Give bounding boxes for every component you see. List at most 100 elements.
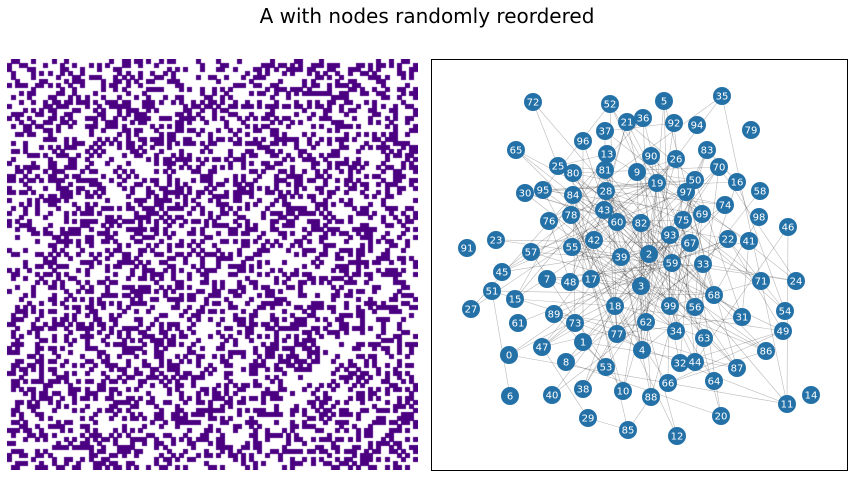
graph-node-label: 40: [546, 391, 559, 402]
graph-edge: [736, 181, 786, 312]
figure-title: A with nodes randomly reordered: [259, 4, 595, 28]
graph-node-label: 54: [779, 307, 792, 318]
graph-edge: [741, 240, 750, 318]
graph-edge: [542, 179, 696, 191]
graph-node: [545, 305, 563, 323]
graph-node: [501, 387, 519, 405]
graph-node-label: 50: [689, 176, 702, 187]
graph-node: [493, 263, 511, 281]
graph-node: [686, 353, 704, 371]
graph-node-label: 46: [782, 223, 795, 234]
graph-node: [619, 421, 637, 439]
graph-edge: [501, 221, 618, 273]
graph-edge: [713, 216, 760, 296]
graph-edge: [616, 238, 729, 335]
graph-node-label: 41: [743, 237, 756, 248]
graph-node-label: 29: [582, 414, 595, 425]
graph-node: [509, 314, 527, 332]
graph-node: [776, 302, 794, 320]
graph-edge: [694, 179, 743, 318]
graph-nodes: 0123456789101112131415161718192021222324…: [458, 87, 820, 445]
graph-node: [487, 231, 505, 249]
graph-node: [667, 322, 685, 340]
graph-edge: [667, 350, 767, 384]
graph-node-label: 95: [537, 186, 550, 197]
graph-edge: [640, 222, 738, 369]
graph-node-label: 27: [465, 305, 478, 316]
graph-edge: [590, 278, 767, 352]
graph-node-label: 43: [598, 206, 611, 217]
graph-node-label: 11: [781, 400, 794, 411]
graph-node: [667, 150, 685, 168]
graph-node-label: 36: [637, 114, 650, 125]
graph-node: [648, 174, 666, 192]
graph-node: [688, 116, 706, 134]
graph-node-label: 59: [666, 259, 679, 270]
graph-node: [628, 163, 646, 181]
graph-node: [524, 93, 542, 111]
graph-node-label: 42: [588, 236, 601, 247]
graph-edge: [541, 346, 589, 419]
graph-edge: [636, 171, 696, 181]
graph-node-label: 91: [461, 244, 474, 255]
graph-node: [787, 272, 805, 290]
graph-node: [712, 407, 730, 425]
graph-edge: [501, 190, 607, 273]
graph-node: [665, 114, 683, 132]
graph-edge: [626, 121, 681, 364]
graph-node-label: 25: [552, 162, 565, 173]
graph-edge: [514, 190, 607, 300]
graph-edge: [590, 234, 671, 280]
graph-node-label: 65: [510, 146, 523, 157]
graph-node: [506, 290, 524, 308]
graph-node-label: 67: [684, 239, 697, 250]
graph-edge: [571, 246, 671, 307]
graph-node-label: 83: [701, 146, 714, 157]
graph-node: [562, 206, 580, 224]
graph-node-label: 35: [716, 92, 729, 103]
graph-node: [566, 314, 584, 332]
graph-node-label: 90: [645, 152, 658, 163]
graph-edge: [582, 234, 671, 390]
graph-edge: [650, 155, 703, 215]
graph-node: [642, 147, 660, 165]
graph-edge: [551, 321, 647, 396]
graph-edge: [671, 149, 708, 264]
graph-edge: [541, 321, 647, 348]
graph-node-label: 34: [670, 327, 683, 338]
graph-node-label: 94: [691, 121, 704, 132]
graph-node-label: 24: [790, 277, 803, 288]
graph-node-label: 6: [507, 392, 513, 403]
graph-node-label: 45: [496, 268, 509, 279]
graph-node-label: 63: [698, 334, 711, 345]
graph-node: [618, 113, 636, 131]
graph-node-label: 17: [585, 275, 598, 286]
graph-node: [686, 298, 704, 316]
graph-edge: [541, 253, 650, 348]
graph-node-label: 3: [638, 282, 644, 293]
graph-edge: [565, 361, 722, 417]
graph-edge: [667, 330, 784, 384]
graph-node-label: 20: [715, 412, 728, 423]
graph-node-label: 9: [634, 168, 640, 179]
graph-edge: [616, 219, 684, 223]
graph-node-label: 72: [527, 98, 540, 109]
graph-node-label: 15: [509, 295, 522, 306]
graph-node: [681, 234, 699, 252]
graph-edge: [530, 251, 642, 287]
graph-edge: [656, 95, 723, 184]
graph-node: [757, 342, 775, 360]
graph-edge: [616, 221, 696, 308]
graph-node-label: 52: [604, 100, 617, 111]
graph-node-label: 60: [611, 218, 624, 229]
graph-node-label: 58: [754, 187, 767, 198]
graph-node: [632, 214, 650, 232]
graph-node-label: 66: [662, 379, 675, 390]
graph-node-label: 70: [713, 163, 726, 174]
graph-node: [549, 157, 567, 175]
graph-node: [655, 92, 673, 110]
graph-node: [663, 254, 681, 272]
graph-node: [608, 213, 626, 231]
graph-node-label: 92: [668, 119, 681, 130]
graph-edge: [532, 101, 673, 264]
